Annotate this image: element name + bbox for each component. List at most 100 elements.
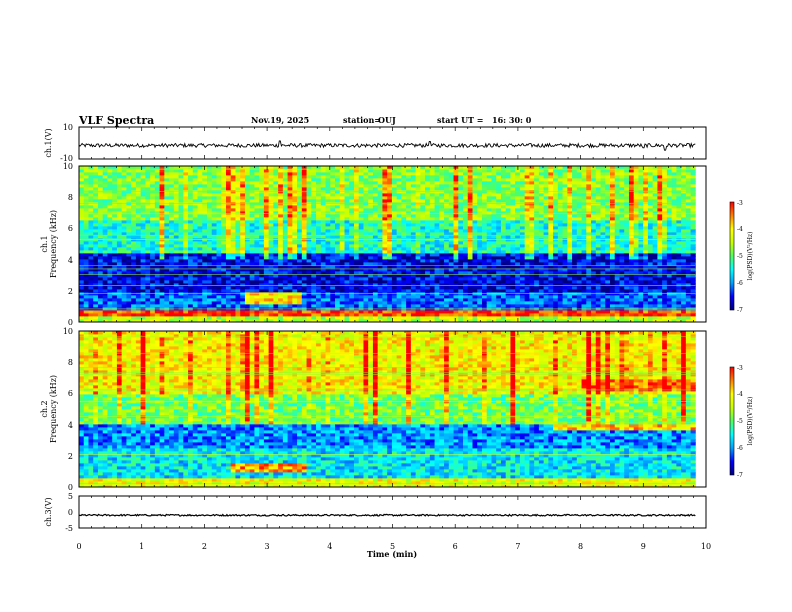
spectrogram-cell [230, 313, 236, 317]
spectrogram-cell [477, 199, 483, 203]
spectrogram-cell [268, 199, 274, 203]
spectrogram-cell [197, 283, 203, 287]
spectrogram-cell [396, 199, 402, 203]
spectrogram-cell [306, 232, 312, 236]
spectrogram-cell [439, 244, 445, 248]
spectrogram-cell [150, 316, 156, 320]
spectrogram-cell [382, 187, 388, 191]
spectrogram-cell [425, 232, 431, 236]
spectrogram-cell [439, 298, 445, 302]
spectrogram-cell [107, 166, 113, 170]
spectrogram-cell [97, 235, 104, 239]
spectrogram-cell [192, 289, 198, 293]
spectrogram-cell [320, 277, 326, 281]
spectrogram-cell [500, 289, 507, 293]
spectrogram-cell [140, 298, 146, 302]
spectrogram-cell [406, 316, 412, 320]
spectrogram-cell [477, 217, 483, 221]
spectrogram-cell [515, 241, 521, 245]
spectrogram-cell [154, 316, 160, 320]
spectrogram-cell [382, 208, 388, 212]
spectrogram-cell [112, 169, 118, 173]
spectrogram-cell [325, 271, 331, 275]
spectrogram-cell [448, 268, 454, 272]
spectrogram-cell [463, 313, 469, 317]
spectrogram-cell [169, 223, 175, 227]
spectrogram-cell [121, 310, 127, 314]
spectrogram-cell [159, 295, 165, 299]
spectrogram-cell [292, 175, 298, 179]
spectrogram-cell [93, 184, 99, 188]
spectrogram-cell [192, 301, 198, 305]
spectrogram-cell [330, 319, 336, 323]
spectrogram-cell [112, 259, 118, 263]
spectrogram-cell [263, 283, 270, 287]
spectrogram-cell [387, 220, 393, 224]
spectrogram-cell [330, 184, 336, 188]
spectrogram-cell [425, 250, 431, 254]
spectrogram-cell [453, 175, 459, 179]
spectrogram-cell [410, 274, 417, 278]
spectrogram-cell [301, 289, 307, 293]
spectrogram-cell [112, 172, 118, 176]
spectrogram-cell [505, 187, 511, 191]
spectrogram-cell [221, 184, 227, 188]
spectrogram-cell [278, 289, 284, 293]
spectrogram-cell [363, 193, 369, 197]
spectrogram-cell [79, 301, 85, 305]
spectrogram-cell [353, 256, 360, 260]
spectrogram-cell [207, 181, 213, 185]
spectrogram-cell [259, 208, 265, 212]
spectrogram-cell [377, 286, 383, 290]
spectrogram-cell [249, 229, 255, 233]
spectrogram-cell [93, 256, 99, 260]
spectrogram-cell [391, 193, 398, 197]
spectrogram-cell [116, 280, 123, 284]
spectrogram-cell [197, 220, 203, 224]
spectrogram-cell [425, 193, 431, 197]
spectrogram-cell [292, 244, 298, 248]
spectrogram-cell [297, 310, 303, 314]
spectrogram-cell [197, 310, 203, 314]
spectrogram-cell [353, 223, 360, 227]
spectrogram-cell [481, 301, 488, 305]
spectrogram-cell [79, 169, 85, 173]
spectrogram-cell [519, 229, 526, 233]
spectrogram-cell [515, 283, 521, 287]
spectrogram-cell [496, 226, 502, 230]
spectrogram-cell [396, 280, 402, 284]
spectrogram-cell [273, 214, 279, 218]
spectrogram-cell [126, 193, 132, 197]
spectrogram-cell [278, 241, 284, 245]
spectrogram-cell [463, 280, 469, 284]
spectrogram-cell [126, 298, 132, 302]
spectrogram-cell [112, 187, 118, 191]
spectrogram-cell [116, 319, 123, 323]
spectrogram-cell [93, 193, 99, 197]
spectrogram-cell [505, 214, 511, 218]
spectrogram-cell [249, 196, 255, 200]
spectrogram-cell [401, 277, 407, 281]
spectrogram-cell [93, 226, 99, 230]
spectrogram-cell [372, 244, 379, 248]
spectrogram-cell [159, 175, 165, 179]
spectrogram-cell [93, 169, 99, 173]
spectrogram-cell [140, 277, 146, 281]
spectrogram-cell [316, 259, 322, 263]
spectrogram-cell [145, 286, 151, 290]
spectrogram-cell [188, 244, 194, 248]
spectrogram-cell [83, 268, 89, 272]
spectrogram-cell [448, 280, 454, 284]
spectrogram-cell [297, 286, 303, 290]
spectrogram-cell [311, 184, 317, 188]
spectrogram-cell [259, 235, 265, 239]
spectrogram-cell [515, 259, 521, 263]
spectrogram-cell [401, 265, 407, 269]
spectrogram-cell [306, 205, 312, 209]
spectrogram-cell [491, 259, 497, 263]
spectrogram-cell [230, 244, 236, 248]
spectrogram-cell [396, 187, 402, 191]
spectrogram-cell [121, 205, 127, 209]
spectrogram-cell [391, 199, 398, 203]
spectrogram-cell [225, 199, 232, 203]
